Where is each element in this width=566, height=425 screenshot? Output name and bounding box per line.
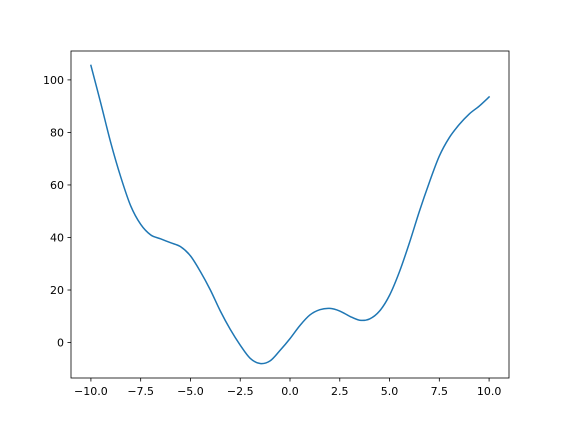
- plot-frame: [70, 50, 510, 379]
- y-tick-label: 40: [50, 231, 64, 244]
- y-tick-label: 60: [50, 179, 64, 192]
- series-line-0: [89, 64, 491, 365]
- x-tick-label: 2.5: [331, 385, 349, 398]
- y-tick-label: 20: [50, 284, 64, 297]
- x-tick-label: 0.0: [281, 385, 299, 398]
- plot-area: [71, 51, 509, 378]
- x-tick-label: −2.5: [227, 385, 254, 398]
- x-tick-label: −10.0: [74, 385, 108, 398]
- y-tick-label: 100: [43, 74, 64, 87]
- y-tick-label: 0: [57, 337, 64, 350]
- y-tick-label: 80: [50, 126, 64, 139]
- x-tick-label: 7.5: [431, 385, 449, 398]
- x-tick-label: −5.0: [177, 385, 204, 398]
- x-tick-label: −7.5: [127, 385, 154, 398]
- x-tick-label: 10.0: [477, 385, 502, 398]
- x-tick-label: 5.0: [381, 385, 399, 398]
